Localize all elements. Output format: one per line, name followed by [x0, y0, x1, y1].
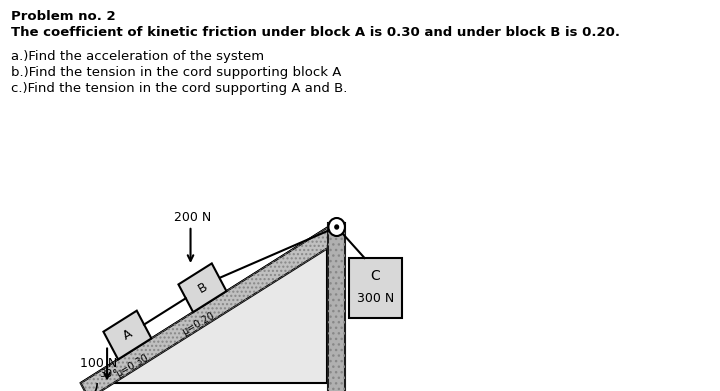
Text: The coefficient of kinetic friction under block A is 0.30 and under block B is 0: The coefficient of kinetic friction unde… — [11, 26, 620, 39]
Polygon shape — [81, 228, 335, 391]
Text: 300 N: 300 N — [356, 292, 394, 305]
Polygon shape — [81, 228, 327, 383]
Bar — [328, 223, 345, 391]
Text: C: C — [370, 269, 380, 283]
Circle shape — [335, 225, 338, 229]
Text: 200 N: 200 N — [174, 211, 211, 224]
Polygon shape — [179, 264, 226, 312]
Bar — [328, 223, 345, 391]
Text: 30°: 30° — [99, 369, 117, 379]
Text: c.)Find the tension in the cord supporting A and B.: c.)Find the tension in the cord supporti… — [11, 82, 347, 95]
Text: A: A — [120, 327, 135, 343]
Text: μ=0.30: μ=0.30 — [114, 352, 150, 379]
Circle shape — [328, 218, 345, 236]
Bar — [348, 258, 402, 318]
Text: B: B — [195, 280, 210, 296]
Text: a.)Find the acceleration of the system: a.)Find the acceleration of the system — [11, 50, 264, 63]
Polygon shape — [104, 311, 151, 359]
Text: Problem no. 2: Problem no. 2 — [11, 10, 116, 23]
Text: b.)Find the tension in the cord supporting block A: b.)Find the tension in the cord supporti… — [11, 66, 341, 79]
Text: μ=0.20: μ=0.20 — [181, 310, 217, 337]
Text: 100 N: 100 N — [80, 357, 117, 370]
